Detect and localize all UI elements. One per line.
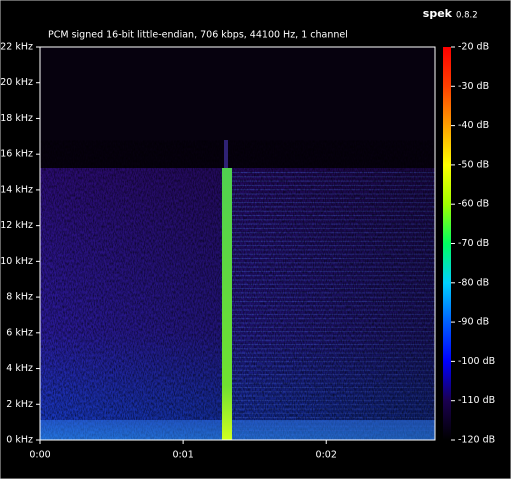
- y-tick-label: 18 kHz: [0, 113, 33, 124]
- colorbar-tick-label: -50 dB: [458, 159, 489, 170]
- y-tick-label: 2 kHz: [6, 399, 33, 410]
- colorbar-tick-label: -80 dB: [458, 277, 489, 288]
- x-tick-label: 0:02: [316, 450, 337, 461]
- colorbar-tick-label: -60 dB: [458, 199, 489, 210]
- colorbar: [443, 47, 451, 440]
- y-tick-label: 14 kHz: [0, 184, 33, 195]
- y-tick-label: 12 kHz: [0, 220, 33, 231]
- colorbar-tick-label: -20 dB: [458, 42, 489, 53]
- y-tick-label: 20 kHz: [0, 77, 33, 88]
- app-version: 0.8.2: [456, 11, 478, 21]
- y-tick-label: 4 kHz: [6, 363, 33, 374]
- y-tick-label: 10 kHz: [0, 256, 33, 267]
- y-tick-label: 0 kHz: [6, 435, 33, 446]
- y-tick-label: 8 kHz: [6, 292, 33, 303]
- colorbar-tick-label: -120 dB: [458, 435, 495, 446]
- x-tick-label: 0:01: [172, 450, 193, 461]
- chart-title: PCM signed 16-bit little-endian, 706 kbp…: [48, 30, 348, 41]
- y-tick-label: 16 kHz: [0, 149, 33, 160]
- spectrogram-image: [40, 47, 435, 440]
- x-tick-label: 0:00: [29, 450, 50, 461]
- plot-frame: [39, 46, 436, 441]
- app-name: spek: [423, 7, 453, 20]
- colorbar-tick-label: -90 dB: [458, 317, 489, 328]
- colorbar-tick-label: -110 dB: [458, 395, 495, 406]
- y-tick-label: 6 kHz: [6, 327, 33, 338]
- colorbar-tick-label: -70 dB: [458, 238, 489, 249]
- colorbar-tick-label: -30 dB: [458, 81, 489, 92]
- y-tick-label: 22 kHz: [0, 42, 33, 53]
- colorbar-tick-label: -40 dB: [458, 120, 489, 131]
- colorbar-tick-label: -100 dB: [458, 356, 495, 367]
